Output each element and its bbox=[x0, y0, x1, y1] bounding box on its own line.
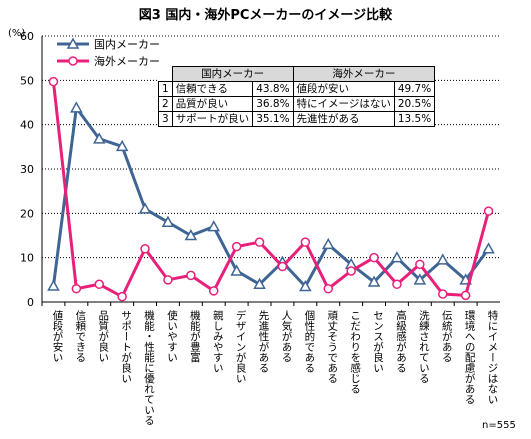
ranking-table: 国内メーカー 海外メーカー 1 信頼できる 43.8% 値段が安い 49.7% … bbox=[158, 66, 436, 127]
data-point-domestic bbox=[161, 215, 175, 227]
data-point-foreign bbox=[71, 283, 82, 294]
x-tick-label: 特にイメージはない bbox=[487, 310, 499, 405]
data-point-foreign bbox=[323, 283, 333, 294]
data-point-foreign bbox=[369, 252, 379, 263]
x-tick-label: 品質が良い bbox=[97, 310, 109, 363]
data-point-domestic bbox=[482, 242, 495, 254]
domestic-label-cell: サポートが良い bbox=[171, 111, 254, 127]
foreign-label-cell: 値段が安い bbox=[292, 81, 395, 97]
data-point-domestic bbox=[70, 101, 83, 113]
table-row: 3 サポートが良い 35.1% 先進性がある 13.5% bbox=[158, 111, 436, 127]
x-tick-label: 人気がある bbox=[280, 310, 292, 363]
y-tick-label: 0 bbox=[27, 296, 34, 309]
data-point-domestic bbox=[92, 132, 106, 144]
x-tick-label: 環境への配慮がある bbox=[464, 310, 476, 405]
ranking-header-foreign: 海外メーカー bbox=[292, 66, 436, 82]
y-tick-label: 10 bbox=[20, 252, 34, 265]
data-point-domestic bbox=[367, 275, 381, 287]
rank-cell: 1 bbox=[158, 81, 173, 97]
y-tick-label: 50 bbox=[20, 74, 34, 87]
data-point-foreign bbox=[300, 237, 311, 247]
foreign-value-cell: 20.5% bbox=[393, 96, 436, 112]
data-point-domestic bbox=[138, 202, 152, 214]
table-row: 2 品質が良い 36.8% 特にイメージはない 20.5% bbox=[158, 96, 436, 112]
data-point-foreign bbox=[277, 261, 288, 272]
x-tick-label: こだわりを感じる bbox=[349, 310, 361, 394]
legend-marker-triangle-icon bbox=[57, 38, 89, 49]
legend-label-foreign: 海外メーカー bbox=[94, 55, 160, 68]
foreign-label-cell: 先進性がある bbox=[292, 111, 395, 127]
foreign-label-cell: 特にイメージはない bbox=[292, 96, 395, 112]
data-point-domestic bbox=[253, 277, 266, 290]
x-tick-label: センスが良い bbox=[372, 310, 384, 373]
x-tick-label: 値段が安い bbox=[51, 309, 63, 362]
data-point-foreign bbox=[94, 279, 104, 290]
x-tick-label: 親しみやすい bbox=[212, 309, 224, 373]
x-tick-label: サポートが良い bbox=[120, 310, 132, 384]
data-point-foreign bbox=[346, 266, 356, 276]
data-point-foreign bbox=[415, 259, 425, 270]
data-point-domestic bbox=[47, 279, 60, 291]
data-point-foreign bbox=[186, 270, 196, 281]
series-line-domestic bbox=[51, 106, 490, 288]
data-point-foreign bbox=[392, 279, 402, 290]
domestic-label-cell: 品質が良い bbox=[171, 96, 254, 112]
rank-cell: 3 bbox=[158, 111, 173, 127]
table-row: 1 信頼できる 43.8% 値段が安い 49.7% bbox=[158, 81, 436, 97]
rank-cell: 2 bbox=[158, 96, 173, 112]
data-point-foreign bbox=[48, 76, 59, 87]
foreign-value-cell: 49.7% bbox=[393, 81, 436, 97]
data-point-domestic bbox=[115, 139, 129, 152]
y-tick-label: 30 bbox=[20, 163, 34, 176]
x-tick-label: 機能が豊富 bbox=[189, 309, 201, 363]
series-line-foreign bbox=[51, 81, 490, 299]
x-tick-label: 高級感がある bbox=[395, 309, 407, 373]
data-point-domestic bbox=[390, 251, 404, 263]
domestic-value-cell: 36.8% bbox=[252, 96, 294, 112]
data-point-domestic bbox=[321, 237, 335, 250]
x-tick-label: デザインが良い bbox=[235, 309, 247, 383]
chart-title: 図3 国内・海外PCメーカーのイメージ比較 bbox=[138, 8, 393, 23]
ranking-header-blank bbox=[158, 66, 173, 82]
data-point-domestic bbox=[299, 279, 312, 292]
data-point-foreign bbox=[438, 289, 448, 299]
domestic-label-cell: 信頼できる bbox=[171, 81, 254, 97]
sample-size-note: n=555 bbox=[482, 420, 516, 431]
data-point-foreign bbox=[231, 241, 242, 252]
y-axis-unit-label: (%) bbox=[8, 28, 26, 39]
legend-label-domestic: 国内メーカー bbox=[94, 38, 160, 51]
ranking-header-domestic: 国内メーカー bbox=[171, 66, 294, 82]
x-tick-label: 機能・性能に優れている bbox=[143, 309, 155, 425]
data-point-domestic bbox=[230, 264, 243, 276]
data-point-domestic bbox=[184, 228, 198, 241]
ranking-table-header-row: 国内メーカー 海外メーカー bbox=[158, 66, 436, 82]
x-tick-label: 頑丈そうである bbox=[326, 310, 338, 384]
domestic-value-cell: 35.1% bbox=[252, 111, 294, 127]
foreign-value-cell: 13.5% bbox=[393, 111, 436, 127]
x-tick-label: 使いやすい bbox=[166, 309, 178, 362]
x-tick-label: 伝統がある bbox=[441, 310, 453, 363]
domestic-value-cell: 43.8% bbox=[252, 81, 294, 97]
data-point-foreign bbox=[117, 291, 127, 302]
data-point-foreign bbox=[209, 286, 219, 296]
data-point-foreign bbox=[140, 244, 150, 254]
data-point-domestic bbox=[207, 220, 221, 232]
data-point-foreign bbox=[460, 290, 471, 301]
data-point-domestic bbox=[413, 273, 427, 285]
y-tick-label: 40 bbox=[20, 119, 34, 132]
y-tick-label: 20 bbox=[20, 207, 34, 220]
x-tick-label: 洗練されている bbox=[418, 310, 430, 384]
data-point-foreign bbox=[483, 206, 494, 216]
x-tick-label: 信頼できる bbox=[74, 310, 86, 363]
x-tick-label: 個性的である bbox=[303, 309, 315, 373]
x-tick-label: 先進性がある bbox=[258, 310, 270, 373]
y-tick-label: 60 bbox=[20, 30, 34, 43]
data-point-foreign bbox=[254, 237, 265, 247]
data-point-foreign bbox=[163, 275, 173, 285]
legend-marker-circle-icon bbox=[57, 56, 89, 66]
data-point-domestic bbox=[436, 253, 450, 265]
